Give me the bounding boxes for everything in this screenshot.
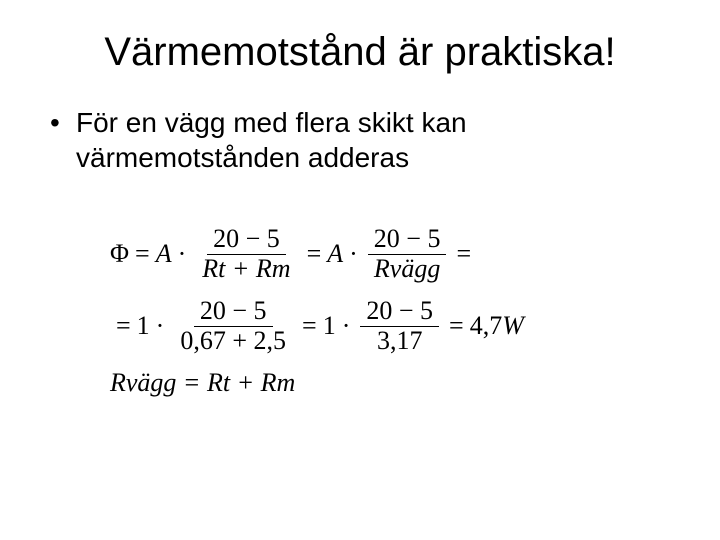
equals-5: = — [302, 312, 317, 341]
equals-4: = — [116, 312, 131, 341]
equals-6: = — [449, 312, 464, 341]
equation-line-1: Φ = A · 20 − 5 Rt + Rm = A · 20 − 5 Rväg… — [110, 225, 680, 283]
unit-W: W — [502, 312, 524, 341]
numerator-3: 20 − 5 — [194, 297, 273, 327]
result-value: 4,7 — [470, 312, 503, 341]
equals-1: = — [135, 240, 150, 269]
dot-4: · — [342, 312, 351, 341]
fraction-4: 20 − 5 3,17 — [360, 297, 439, 355]
one-2: 1 — [323, 312, 336, 341]
phi-symbol: Φ — [110, 240, 129, 269]
numerator-4: 20 − 5 — [360, 297, 439, 327]
dot-2: · — [349, 240, 358, 269]
fraction-1: 20 − 5 Rt + Rm — [196, 225, 296, 283]
numerator-2: 20 − 5 — [368, 225, 447, 255]
page-title: Värmemotstånd är praktiska! — [40, 30, 680, 75]
dot-1: · — [178, 240, 187, 269]
slide: Värmemotstånd är praktiska! För en vägg … — [0, 0, 720, 540]
numerator-1: 20 − 5 — [207, 225, 286, 255]
var-A-2: A — [327, 240, 343, 269]
rvagg-definition: Rvägg = Rt + Rm — [110, 369, 295, 398]
dot-3: · — [156, 312, 165, 341]
equals-2: = — [307, 240, 322, 269]
equals-3: = — [456, 240, 471, 269]
var-A-1: A — [156, 240, 172, 269]
fraction-3: 20 − 5 0,67 + 2,5 — [174, 297, 292, 355]
fraction-2: 20 − 5 Rvägg — [368, 225, 447, 283]
equation-line-2: = 1 · 20 − 5 0,67 + 2,5 = 1 · 20 − 5 3,1… — [110, 297, 680, 355]
one-1: 1 — [137, 312, 150, 341]
denominator-1: Rt + Rm — [196, 255, 296, 284]
equation-line-3: Rvägg = Rt + Rm — [110, 369, 680, 398]
bullet-text: För en vägg med flera skikt kan värmemot… — [50, 105, 680, 175]
denominator-4: 3,17 — [371, 327, 429, 356]
denominator-3: 0,67 + 2,5 — [174, 327, 292, 356]
equation-block: Φ = A · 20 − 5 Rt + Rm = A · 20 − 5 Rväg… — [110, 225, 680, 398]
denominator-2: Rvägg — [368, 255, 446, 284]
